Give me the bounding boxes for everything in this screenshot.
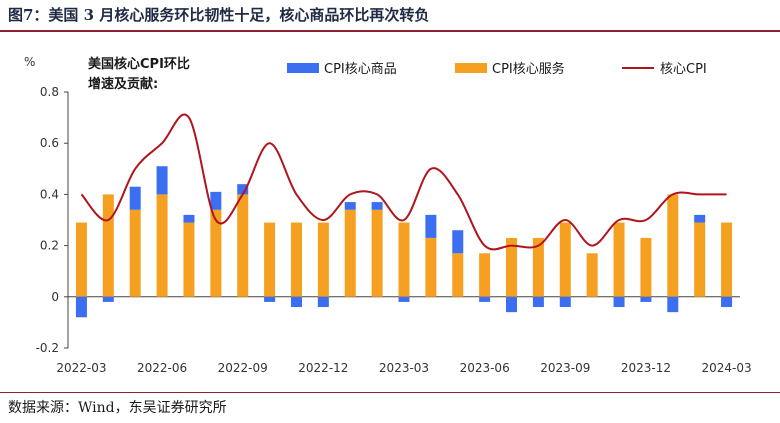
bar-core-goods — [694, 214, 706, 223]
bar-core-services — [129, 209, 141, 297]
x-tick-label: 2024-03 — [701, 361, 751, 375]
bar-core-services — [102, 194, 114, 297]
bar-core-services — [586, 253, 598, 297]
y-tick-label: 0.8 — [40, 85, 59, 99]
x-tick-label: 2022-12 — [298, 361, 348, 375]
legend-label-goods: CPI核心商品 — [324, 62, 397, 77]
x-tick-label: 2023-06 — [460, 361, 510, 375]
x-tick-label: 2022-06 — [137, 361, 187, 375]
bar-core-services — [210, 209, 222, 297]
bar-core-goods — [210, 191, 222, 210]
bar-core-services — [344, 209, 356, 297]
x-tick-label: 2022-09 — [218, 361, 268, 375]
x-tick-label: 2023-12 — [621, 361, 671, 375]
bar-core-goods — [425, 214, 437, 238]
chart-canvas: -0.2 0 0.2 0.4 0.6 0.8 2022-03 2022-06 2022-09 20… — [24, 55, 752, 375]
x-tick-label: 2023-09 — [540, 361, 590, 375]
bar-core-services — [721, 222, 733, 297]
bar-core-goods — [102, 296, 114, 302]
y-tick-label: 0.4 — [40, 187, 59, 201]
bar-core-services — [290, 222, 302, 297]
bar-core-goods — [264, 296, 276, 302]
bar-core-services — [640, 237, 652, 297]
bottom-rule — [0, 392, 780, 393]
bar-core-goods — [371, 202, 383, 210]
bar-core-goods — [75, 296, 87, 318]
legend-label-services: CPI核心服务 — [492, 61, 565, 77]
bar-core-goods — [156, 166, 168, 195]
top-rule — [0, 30, 780, 32]
bar-core-services — [479, 253, 491, 297]
bar-core-goods — [532, 296, 544, 308]
y-tick-label: 0.2 — [40, 239, 59, 253]
bar-core-services — [237, 194, 249, 297]
bar-core-services — [183, 222, 195, 297]
bar-core-services — [667, 194, 679, 297]
y-tick-label: 0 — [51, 290, 59, 304]
plot-area: -0.2 0 0.2 0.4 0.6 0.8 2022-03 2022-06 2022-09 20… — [36, 85, 752, 375]
bar-core-goods — [613, 296, 625, 308]
bar-core-goods — [452, 230, 464, 254]
bar-core-services — [425, 237, 437, 297]
bar-core-goods — [559, 296, 571, 308]
bar-core-goods — [344, 202, 356, 210]
x-tick-label: 2022-03 — [56, 361, 106, 375]
bar-core-goods — [398, 296, 410, 302]
legend: CPI核心商品 CPI核心服务 核心CPI — [287, 61, 707, 77]
bar-core-services — [452, 253, 464, 297]
bar-core-services — [398, 222, 410, 297]
bar-core-services — [371, 209, 383, 297]
bar-core-goods — [317, 296, 329, 308]
bar-core-services — [613, 222, 625, 297]
bar-core-services — [264, 222, 276, 297]
figure-title: 图7：美国 3 月核心服务环比韧性十足，核心商品环比再次转负 — [8, 6, 430, 24]
bar-core-goods — [479, 296, 491, 302]
bar-core-goods — [667, 296, 679, 313]
chart-note-line1: 美国核心CPI环比 — [88, 56, 190, 72]
bar-core-services — [532, 237, 544, 297]
y-tick-label: -0.2 — [36, 341, 59, 355]
bar-core-goods — [506, 296, 518, 313]
bar-core-services — [506, 237, 518, 297]
legend-swatch-services — [455, 63, 487, 73]
source-note: 数据来源：Wind，东吴证券研究所 — [8, 400, 227, 416]
y-axis-unit: % — [24, 55, 35, 69]
bar-core-goods — [290, 296, 302, 308]
bar-core-services — [75, 222, 87, 297]
y-tick-label: 0.6 — [40, 136, 59, 150]
chart-note-line2: 增速及贡献: — [88, 76, 158, 92]
x-tick-label: 2023-03 — [379, 361, 429, 375]
bar-core-goods — [237, 184, 249, 195]
bar-core-services — [559, 222, 571, 297]
bar-core-goods — [721, 296, 733, 308]
line-core-cpi — [80, 113, 727, 251]
legend-label-core-cpi: 核心CPI — [660, 62, 707, 77]
legend-swatch-goods — [287, 63, 319, 73]
bar-core-goods — [183, 214, 195, 223]
bar-core-goods — [640, 296, 652, 302]
bar-core-services — [317, 222, 329, 297]
bar-core-services — [694, 222, 706, 297]
bar-core-goods — [129, 186, 141, 210]
bar-core-services — [156, 194, 168, 297]
